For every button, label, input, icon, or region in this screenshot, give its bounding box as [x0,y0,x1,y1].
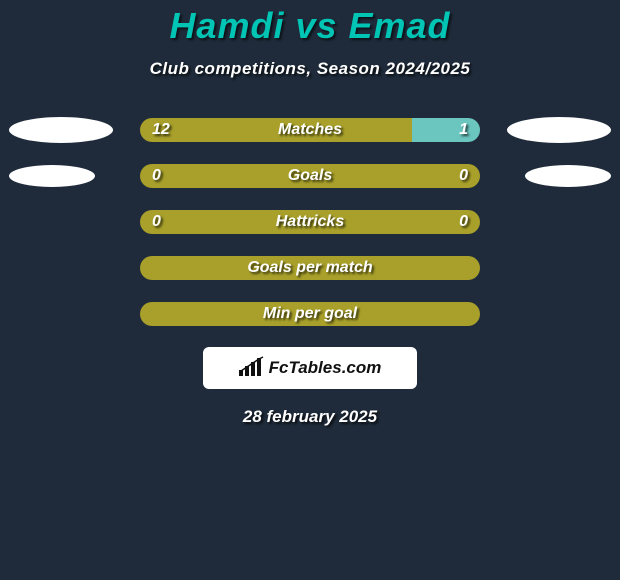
stat-bar-left-segment [140,302,480,326]
stat-bar [140,118,480,142]
stat-bar [140,302,480,326]
stat-row: Goals00 [0,163,620,189]
stat-row: Min per goal [0,301,620,327]
stat-bar [140,210,480,234]
stat-row: Matches121 [0,117,620,143]
stat-bar-right-segment [412,118,480,142]
stat-bar-left-segment [140,256,480,280]
stat-bar-left-segment [140,210,480,234]
stats-list: Matches121 Goals00 Hattricks00 Goals per ma… [0,117,620,327]
page-title: Hamdi vs Emad [0,5,620,47]
brand-text: FcTables.com [269,358,382,378]
signal-bars-icon [239,356,265,381]
footer-date: 28 february 2025 [0,407,620,427]
stat-row: Hattricks00 [0,209,620,235]
stat-bar-left-segment [140,164,480,188]
player-silhouette-left [9,117,113,143]
stat-row: Goals per match [0,255,620,281]
player-silhouette-left [9,165,95,187]
brand-badge: FcTables.com [203,347,417,389]
page-subtitle: Club competitions, Season 2024/2025 [0,59,620,79]
player-silhouette-right [525,165,611,187]
comparison-infographic: Hamdi vs Emad Club competitions, Season … [0,0,620,580]
stat-bar [140,256,480,280]
stat-bar-left-segment [140,118,412,142]
player-silhouette-right [507,117,611,143]
stat-bar [140,164,480,188]
